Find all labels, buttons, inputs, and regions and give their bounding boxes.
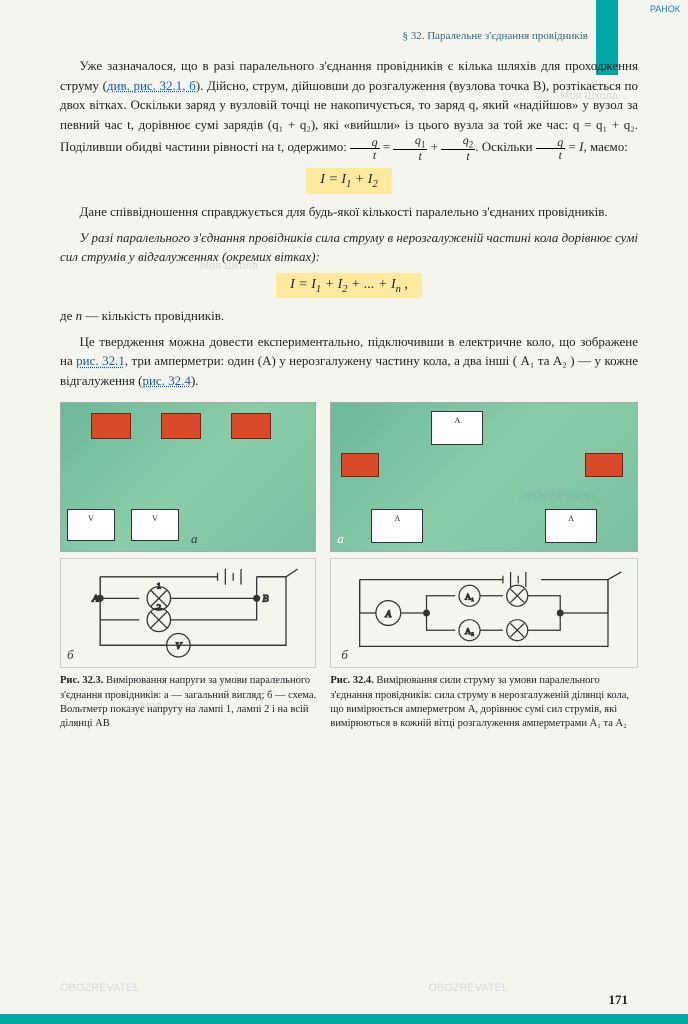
caption-num: Рис. 32.4. (330, 675, 373, 686)
battery-box (161, 413, 201, 439)
fraction-qt: qt (350, 136, 380, 161)
figures-row: V V а 1 2 (60, 402, 638, 731)
figure-32-3: V V а 1 2 (60, 402, 316, 731)
page-number: 171 (609, 992, 629, 1008)
text: — кількість провідників. (82, 308, 224, 323)
figure-32-4: A A A а A A₁ A₂ (330, 402, 638, 731)
text: ). (191, 373, 199, 388)
fraction-q1t: q1t (393, 134, 427, 162)
svg-text:A₁: A₁ (465, 592, 474, 602)
figure-link-2[interactable]: рис. 32.1 (76, 353, 125, 368)
paragraph-4: де n — кількість провідників. (60, 306, 638, 326)
photo-32-3: V V а (60, 402, 316, 552)
subfig-label-b: б (67, 647, 74, 663)
battery-box (341, 453, 379, 477)
svg-text:2: 2 (157, 603, 161, 613)
svg-text:1: 1 (157, 581, 161, 591)
battery-box (91, 413, 131, 439)
caption-32-3: Рис. 32.3. Вимірювання напруги за умови … (60, 674, 316, 731)
voltmeter-icon: V (131, 509, 179, 541)
ammeter-icon: A (431, 411, 483, 445)
svg-text:A: A (385, 609, 392, 620)
section-header: § 32. Паралельне з'єднання провідників (60, 30, 638, 42)
battery-box (585, 453, 623, 477)
voltmeter-icon: V (67, 509, 115, 541)
watermark: OBOZREVATEL (428, 982, 508, 994)
meter-label: V (88, 514, 94, 523)
watermark: OBOZREVATEL (60, 982, 140, 994)
formula-2: I = I1 + I2 + ... + In , (276, 273, 422, 299)
bottom-accent-bar (0, 1014, 688, 1024)
paragraph-3-italic: У разі паралельного з'єднання провідникі… (60, 228, 638, 267)
fraction-q2t: q2t (441, 134, 475, 162)
svg-text:A₂: A₂ (465, 626, 474, 636)
ammeter-icon: A (371, 509, 423, 543)
paragraph-1: Уже зазначалося, що в разі паралельного … (60, 56, 638, 162)
caption-32-4: Рис. 32.4. Вимірювання сили струму за ум… (330, 674, 638, 731)
text: . Оскільки (475, 139, 536, 154)
subfig-label-a: а (337, 531, 344, 547)
svg-text:A: A (91, 594, 98, 605)
meter-label: A (454, 416, 460, 425)
text: , маємо: (583, 139, 627, 154)
paragraph-2: Дане співвідношення справджується для бу… (60, 202, 638, 222)
formula-1: I = I1 + I2 (306, 168, 391, 194)
text: де (60, 308, 76, 323)
figure-link-3[interactable]: рис. 32.4 (142, 373, 190, 388)
meter-label: A (394, 514, 400, 523)
circuit-svg: 1 2 V A B (61, 559, 315, 667)
subfig-label-b: б (341, 647, 348, 663)
figure-link-1[interactable]: див. рис. 32.1, б (107, 78, 196, 93)
paragraph-5: Це твердження можна довести експеримента… (60, 332, 638, 391)
schematic-32-4: A A₁ A₂ б (330, 558, 638, 668)
ammeter-icon: A (545, 509, 597, 543)
caption-text: Вимірювання сили струму за умови паралел… (330, 675, 629, 729)
caption-num: Рис. 32.3. (60, 675, 103, 686)
meter-label: V (152, 514, 158, 523)
page-content: § 32. Паралельне з'єднання провідників У… (0, 0, 688, 751)
battery-box (231, 413, 271, 439)
svg-text:B: B (263, 594, 269, 605)
fraction-qt2: qt (536, 136, 566, 161)
meter-label: A (568, 514, 574, 523)
photo-32-4: A A A а (330, 402, 638, 552)
schematic-32-3: 1 2 V A B б (60, 558, 316, 668)
subfig-label-a: а (191, 531, 198, 547)
svg-text:V: V (175, 642, 182, 653)
circuit-svg: A A₁ A₂ (331, 559, 637, 667)
